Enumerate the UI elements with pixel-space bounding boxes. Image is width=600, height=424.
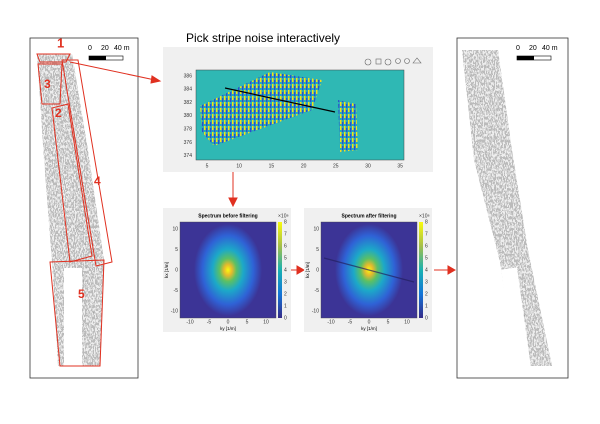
x-tick-label: 5	[387, 319, 390, 325]
spectrum-title: Spectrum after filtering	[341, 213, 396, 219]
colorbar-tick-label: 2	[284, 291, 287, 297]
y-tick-label: 5	[175, 247, 178, 253]
y-tick-label: -5	[174, 288, 179, 294]
stripes	[338, 100, 358, 152]
colorbar	[419, 222, 423, 318]
x-tick-label: 10	[236, 163, 242, 169]
scale-label: 20	[529, 45, 537, 52]
x-tick-label: 25	[333, 163, 339, 169]
x-tick-label: -5	[348, 319, 353, 325]
colorbar-exponent: ×10⁸	[419, 213, 430, 219]
scale-label: 40 m	[542, 45, 558, 52]
y-tick-label: 0	[316, 267, 319, 273]
colorbar-tick-label: 2	[425, 291, 428, 297]
x-tick-label: -10	[186, 319, 193, 325]
scale-label: 20	[101, 45, 109, 52]
colorbar-tick-label: 7	[425, 231, 428, 237]
colorbar-tick-label: 3	[425, 279, 428, 285]
colorbar-tick-label: 8	[425, 219, 428, 225]
y-tick-label: 382	[184, 100, 193, 106]
arrows	[69, 61, 457, 275]
gap	[501, 267, 531, 369]
x-tick-label: 0	[227, 319, 230, 325]
axes-box	[179, 221, 277, 319]
colorbar-tick-label: 8	[284, 219, 287, 225]
x-tick-label: 0	[368, 319, 371, 325]
colorbar-tick-label: 7	[284, 231, 287, 237]
axes-box	[320, 221, 418, 319]
colorbar-tick-label: 4	[425, 267, 428, 273]
toolbar	[364, 57, 422, 66]
y-tick-label: -5	[315, 288, 320, 294]
x-tick-label: -10	[327, 319, 334, 325]
x-tick-label: 5	[206, 163, 209, 169]
scale-label: 0	[516, 45, 520, 52]
colorbar-tick-label: 0	[425, 315, 428, 321]
callout: 2	[55, 106, 62, 120]
stripes	[200, 72, 322, 146]
y-tick-label: 10	[172, 226, 178, 232]
y-tick-label: 374	[184, 153, 193, 159]
colorbar-exponent: ×10⁸	[278, 213, 289, 219]
colorbar-tick-label: 6	[425, 243, 428, 249]
x-tick-label: 5	[246, 319, 249, 325]
x-tick-label: 10	[263, 319, 269, 325]
y-tick-label: 0	[175, 267, 178, 273]
colorbar-tick-label: 1	[284, 303, 287, 309]
colorbar-tick-label: 3	[284, 279, 287, 285]
spectrum-title: Spectrum before filtering	[198, 213, 257, 219]
y-tick-label: 386	[184, 73, 193, 79]
callout: 5	[78, 287, 85, 301]
spectrum	[194, 224, 262, 316]
callout: 1	[57, 35, 64, 50]
colorbar-tick-label: 6	[284, 243, 287, 249]
callout: 3	[44, 77, 51, 91]
colorbar-tick-label: 5	[425, 255, 428, 261]
colorbar-tick-label: 4	[284, 267, 287, 273]
x-tick-label: 30	[365, 163, 371, 169]
regions	[36, 53, 113, 367]
y-tick-label: 376	[184, 140, 193, 146]
colorbar	[278, 222, 282, 318]
scale-bar	[517, 56, 534, 60]
y-axis-label: kx [1/m]	[164, 262, 169, 278]
scale-label: 40 m	[114, 45, 130, 52]
y-tick-label: 378	[184, 127, 193, 133]
callout: 4	[94, 174, 101, 188]
panel-title: Pick stripe noise interactively	[186, 31, 340, 45]
y-tick-label: 5	[316, 247, 319, 253]
y-axis-label: kx [1/m]	[305, 262, 310, 278]
scale-bar	[89, 56, 106, 60]
gap	[64, 268, 82, 368]
x-tick-label: 35	[397, 163, 403, 169]
y-tick-label: -10	[312, 308, 319, 314]
scale-label: 0	[88, 45, 92, 52]
picked-line	[224, 87, 336, 113]
colorbar-tick-label: 0	[284, 315, 287, 321]
colorbar-tick-label: 1	[425, 303, 428, 309]
y-tick-label: -10	[171, 308, 178, 314]
y-tick-label: 10	[313, 226, 319, 232]
filtered-line	[323, 257, 415, 283]
x-axis-label: ky [1/m]	[361, 326, 377, 331]
x-tick-label: 15	[269, 163, 275, 169]
colorbar-tick-label: 5	[284, 255, 287, 261]
x-tick-label: -5	[207, 319, 212, 325]
x-tick-label: 20	[301, 163, 307, 169]
x-tick-label: 10	[404, 319, 410, 325]
y-tick-label: 384	[184, 87, 193, 93]
x-axis-label: ky [1/m]	[220, 326, 236, 331]
y-tick-label: 380	[184, 113, 193, 119]
